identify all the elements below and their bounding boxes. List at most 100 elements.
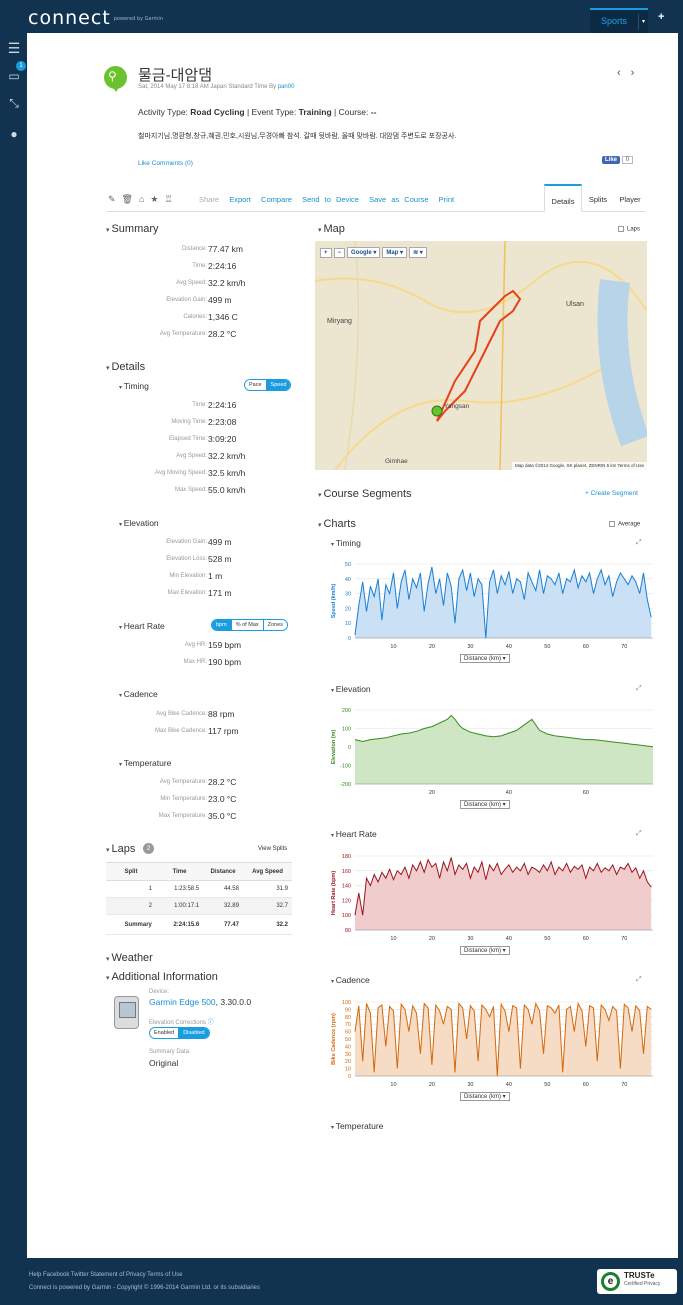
heart-rate-heading[interactable]: Heart Rate <box>119 621 165 631</box>
details-heading[interactable]: Details <box>106 361 145 373</box>
facebook-like[interactable]: Like 0 <box>602 156 646 167</box>
activity-type-value[interactable]: Road Cycling <box>190 107 245 117</box>
connect-logo[interactable]: connect powered by Garmin <box>28 7 163 29</box>
connections-icon[interactable]: ⤡ <box>9 96 19 110</box>
disabled-toggle[interactable]: Disabled <box>179 1028 209 1038</box>
tab-splits[interactable]: Splits <box>588 195 608 204</box>
laps-heading[interactable]: Laps <box>106 843 135 855</box>
chart-svg[interactable]: -200 -100 0 100 200 20 40 60 Elevation (m) <box>327 706 657 798</box>
speed-toggle[interactable]: Speed <box>266 380 291 390</box>
route-map[interactable]: + − Google ▾ Map ▾ ≋ ▾ Ulsan Miryang Yangsan… <box>315 241 647 470</box>
additional-info-heading[interactable]: Additional Information <box>106 971 217 983</box>
activity-title[interactable]: 물금-대암댐 <box>138 67 212 84</box>
pace-toggle[interactable]: Pace <box>245 380 267 390</box>
table-row[interactable]: 2 1:00:17.1 32.89 32.7 <box>106 897 292 915</box>
timing-heading[interactable]: Timing <box>119 381 149 391</box>
percent-max-toggle[interactable]: % of Max <box>231 620 264 630</box>
cadence-chart[interactable]: 0 10 20 30 40 50 60 70 80 90 100 10 20 30 40 50 60 70 Bike… <box>327 998 657 1108</box>
charts-heading[interactable]: Charts <box>318 518 355 530</box>
elevation-chart[interactable]: -200 -100 0 100 200 20 40 60 Elevation (m) <box>327 706 657 816</box>
tab-player[interactable]: Player <box>619 195 641 204</box>
timing-chart-heading[interactable]: Timing <box>331 538 361 548</box>
bpm-toggle[interactable]: bpm <box>212 620 232 630</box>
series-line[interactable] <box>354 714 654 748</box>
expand-icon[interactable]: ⤢ <box>636 539 642 546</box>
elevation-heading[interactable]: Elevation <box>119 518 159 528</box>
laps-col-split[interactable]: Split <box>106 862 156 881</box>
print-link[interactable]: Print <box>438 195 455 204</box>
activity-description[interactable]: 철마지기님,명환형,창규,혜권,민호,시원님,무경아빠 참석. 갈때 뒷바람, … <box>138 133 457 140</box>
next-icon[interactable]: › <box>630 67 645 79</box>
expand-icon[interactable]: ⤢ <box>636 830 642 837</box>
add-button[interactable]: + <box>658 11 665 23</box>
zoom-out-button[interactable]: − <box>333 248 346 258</box>
laps-col-time[interactable]: Time <box>155 862 204 881</box>
previous-icon[interactable]: ‹ <box>617 67 631 79</box>
laps-col-distance[interactable]: Distance <box>203 862 243 881</box>
delete-icon[interactable]: 🗑 <box>121 194 139 204</box>
device-link[interactable]: Garmin Edge 500 <box>149 997 216 1007</box>
distance-select[interactable]: Distance (km) ▾ <box>460 800 510 809</box>
distance-select[interactable]: Distance (km) ▾ <box>460 946 510 955</box>
like-comments-link[interactable]: Like Comments (0) <box>138 160 193 167</box>
menu-icon[interactable]: ☰ <box>7 40 21 56</box>
checkbox-icon[interactable] <box>618 226 624 232</box>
chart-svg[interactable]: 80 100 120 140 160 180 10 20 30 40 50 60 70 Heart Rat… <box>327 852 657 944</box>
series-line[interactable] <box>354 1001 652 1077</box>
laps-checkbox[interactable]: Laps <box>618 226 640 233</box>
user-icon[interactable]: ● <box>10 127 18 141</box>
trophy-icon[interactable]: ♖ <box>164 194 179 204</box>
checkbox-icon[interactable] <box>609 521 615 527</box>
layers-select[interactable]: ≋ ▾ <box>409 247 427 258</box>
create-segment-link[interactable]: + Create Segment <box>585 490 638 497</box>
elevation-corrections-toggle[interactable]: Enabled Disabled <box>149 1027 210 1039</box>
map-attribution[interactable]: Map data ©2014 Google, SK planet, ZENRIN… <box>511 462 647 470</box>
enabled-toggle[interactable]: Enabled <box>150 1028 180 1038</box>
temperature-heading[interactable]: Temperature <box>119 758 172 768</box>
compare-link[interactable]: Compare <box>261 195 292 204</box>
distance-select[interactable]: Distance (km) ▾ <box>460 1092 510 1101</box>
series-line[interactable] <box>354 857 652 916</box>
help-icon[interactable]: ⓘ <box>207 1020 214 1026</box>
distance-select[interactable]: Distance (km) ▾ <box>460 654 510 663</box>
cadence-chart-heading[interactable]: Cadence <box>331 975 370 985</box>
expand-icon[interactable]: ⤢ <box>636 685 642 692</box>
heart-rate-chart-heading[interactable]: Heart Rate <box>331 829 377 839</box>
expand-icon[interactable]: ⤢ <box>636 976 642 983</box>
hr-unit-toggle[interactable]: bpm% of Max Zones <box>211 619 288 631</box>
map-heading[interactable]: Map <box>318 223 344 235</box>
favorite-icon[interactable]: ★ <box>150 194 165 204</box>
cadence-heading[interactable]: Cadence <box>119 689 158 699</box>
pace-speed-toggle[interactable]: Pace Speed <box>244 379 292 391</box>
summary-heading[interactable]: Summary <box>106 223 158 235</box>
chart-svg[interactable]: 0 10 20 30 40 50 10 20 30 40 50 60 70 Speed (km/h) <box>327 560 657 652</box>
facebook-like-button[interactable]: Like <box>602 156 621 164</box>
edit-icon[interactable]: ✎ <box>108 194 122 204</box>
inbox-icon[interactable]: ▭ <box>8 69 20 83</box>
map-canvas[interactable] <box>315 241 647 470</box>
map-provider-select[interactable]: Google ▾ <box>347 247 381 258</box>
share-link[interactable]: Share <box>199 195 220 204</box>
gear-equipment-icon[interactable]: ⌂ <box>138 194 151 204</box>
weather-heading[interactable]: Weather <box>106 952 152 964</box>
temperature-chart-heading-collapsed[interactable]: Temperature <box>331 1121 384 1131</box>
sports-menu-button[interactable]: Sports ▾ <box>590 8 648 33</box>
footer-links[interactable]: Help Facebook Twitter Statement of Priva… <box>29 1272 183 1278</box>
series-line[interactable] <box>354 566 652 639</box>
elevation-chart-heading[interactable]: Elevation <box>331 684 371 694</box>
map-type-select[interactable]: Map ▾ <box>382 247 408 258</box>
export-link[interactable]: Export <box>229 195 251 204</box>
average-checkbox[interactable]: Average <box>609 521 640 528</box>
zoom-in-button[interactable]: + <box>320 248 332 258</box>
heart-rate-chart[interactable]: 80 100 120 140 160 180 10 20 30 40 50 60 70 Heart Rat… <box>327 852 657 962</box>
table-row[interactable]: 1 1:23:58.5 44.58 31.9 <box>106 880 292 898</box>
tab-details[interactable]: Details <box>544 184 582 212</box>
owner-link[interactable]: pan00 <box>277 84 295 90</box>
laps-col-avg-speed[interactable]: Avg Speed <box>242 862 292 881</box>
truste-seal[interactable]: e TRUSTe Certified Privacy <box>597 1269 677 1294</box>
timing-chart[interactable]: 0 10 20 30 40 50 10 20 30 40 50 60 70 Speed (km/h) <box>327 560 657 670</box>
view-splits-link[interactable]: View Splits <box>258 846 288 852</box>
chevron-down-icon[interactable]: ▾ <box>638 14 648 30</box>
event-type-value[interactable]: Training <box>298 107 332 117</box>
